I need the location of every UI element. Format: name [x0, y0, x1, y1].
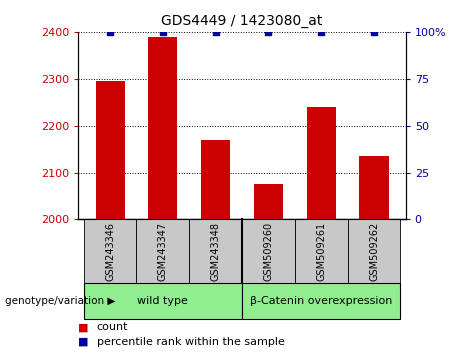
Bar [136, 219, 189, 283]
Point [159, 29, 166, 35]
Bar [360, 156, 389, 219]
Bar [348, 219, 401, 283]
Bar [254, 184, 283, 219]
Bar [189, 219, 242, 283]
Text: wild type: wild type [137, 296, 188, 306]
Text: GSM509262: GSM509262 [369, 222, 379, 281]
Bar [242, 283, 401, 319]
Point [370, 29, 378, 35]
Text: GSM509260: GSM509260 [263, 222, 273, 281]
Bar [83, 219, 136, 283]
Point [318, 29, 325, 35]
Text: GSM243348: GSM243348 [211, 222, 221, 281]
Text: count: count [97, 322, 128, 332]
Point [106, 29, 114, 35]
Bar [307, 107, 336, 219]
Title: GDS4449 / 1423080_at: GDS4449 / 1423080_at [161, 14, 323, 28]
Bar [83, 283, 242, 319]
Bar [148, 36, 177, 219]
Point [212, 29, 219, 35]
Text: β-Catenin overexpression: β-Catenin overexpression [250, 296, 392, 306]
Bar [295, 219, 348, 283]
Text: genotype/variation ▶: genotype/variation ▶ [5, 296, 115, 306]
Text: GSM243346: GSM243346 [105, 222, 115, 281]
Text: GSM509261: GSM509261 [316, 222, 326, 281]
Text: ■: ■ [78, 322, 89, 332]
Text: percentile rank within the sample: percentile rank within the sample [97, 337, 285, 347]
Bar [242, 219, 295, 283]
Text: ■: ■ [78, 337, 89, 347]
Point [265, 29, 272, 35]
Bar [201, 140, 230, 219]
Text: GSM243347: GSM243347 [158, 222, 168, 281]
Bar [95, 81, 124, 219]
